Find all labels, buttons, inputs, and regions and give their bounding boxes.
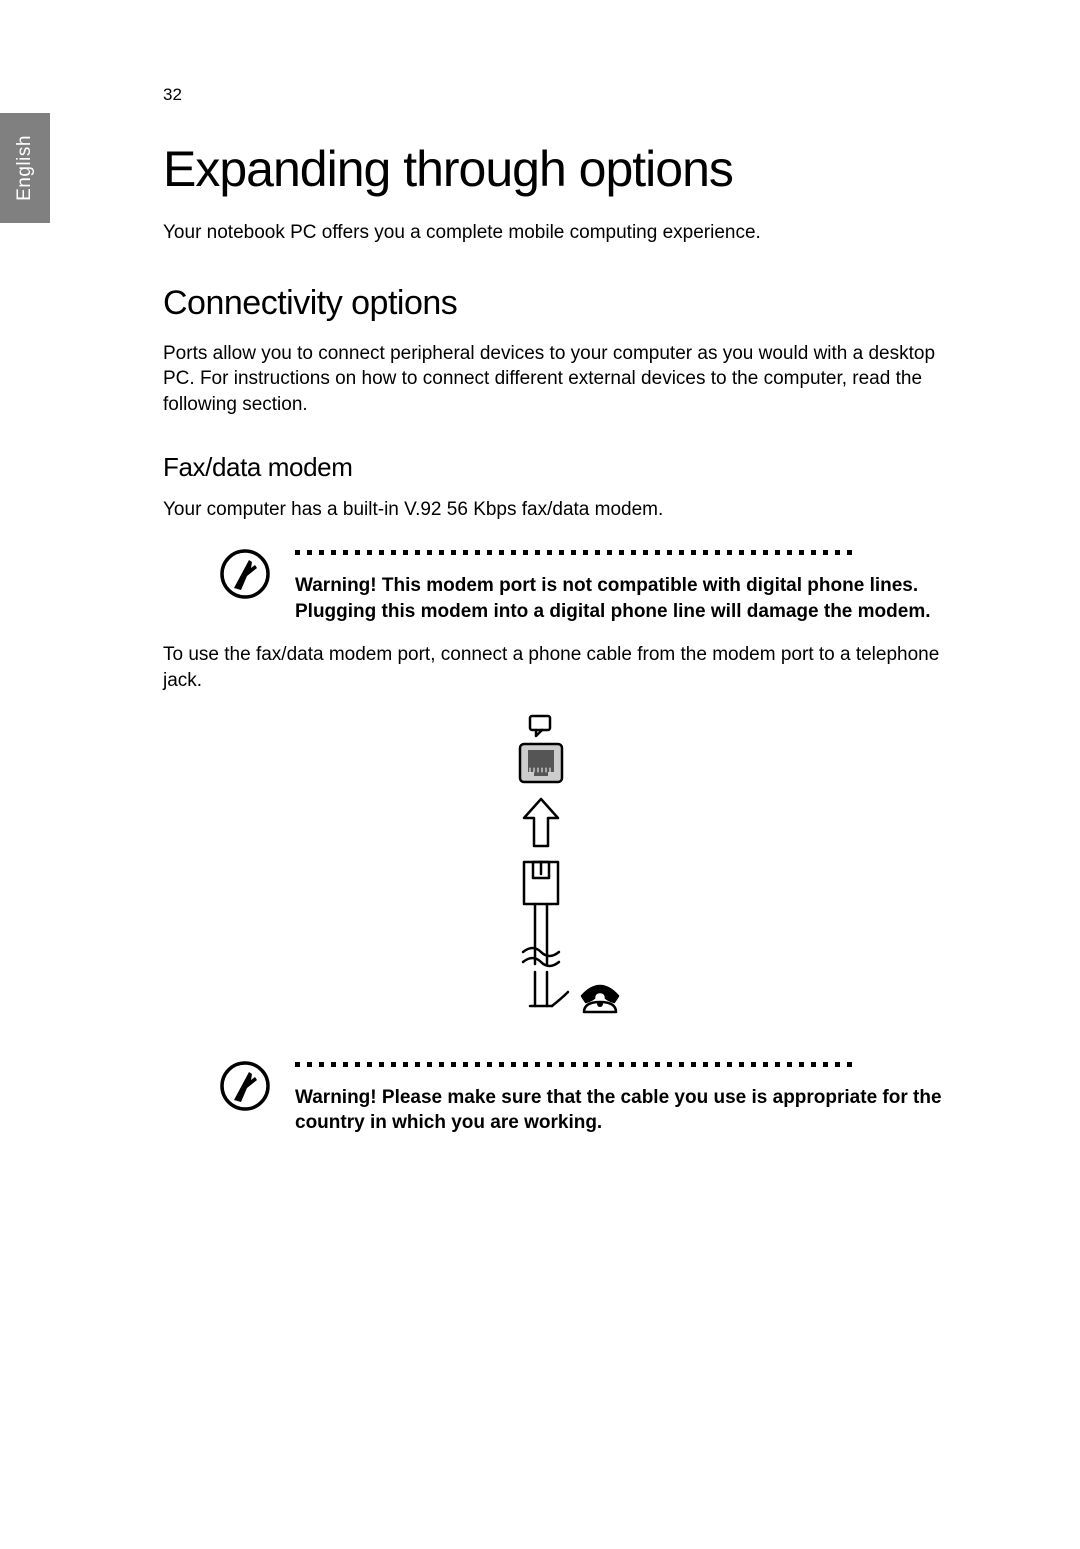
warning-callout-2: Warning! Please make sure that the cable… <box>163 1060 953 1136</box>
callout-body: Warning! This modem port is not compatib… <box>295 548 953 624</box>
callout-body: Warning! Please make sure that the cable… <box>295 1060 953 1136</box>
heading-2: Connectivity options <box>163 284 953 323</box>
warning-icon <box>219 1060 271 1112</box>
connectivity-paragraph: Ports allow you to connect peripheral de… <box>163 341 953 418</box>
page-number: 32 <box>163 85 182 105</box>
warning-callout-1: Warning! This modem port is not compatib… <box>163 548 953 624</box>
intro-paragraph: Your notebook PC offers you a complete m… <box>163 220 953 246</box>
language-label: English <box>14 135 36 201</box>
dotted-divider <box>295 1062 943 1067</box>
warning-text-2: Warning! Please make sure that the cable… <box>295 1085 943 1136</box>
warning-icon <box>219 548 271 600</box>
dotted-divider <box>295 550 943 555</box>
language-tab: English <box>0 113 50 223</box>
modem-usage-paragraph: To use the fax/data modem port, connect … <box>163 642 953 693</box>
modem-intro-paragraph: Your computer has a built-in V.92 56 Kbp… <box>163 497 953 523</box>
page-content: Expanding through options Your notebook … <box>163 140 953 1154</box>
heading-3: Fax/data modem <box>163 452 953 483</box>
heading-1: Expanding through options <box>163 140 953 198</box>
warning-text-1: Warning! This modem port is not compatib… <box>295 573 943 624</box>
modem-connection-diagram <box>163 714 953 1034</box>
